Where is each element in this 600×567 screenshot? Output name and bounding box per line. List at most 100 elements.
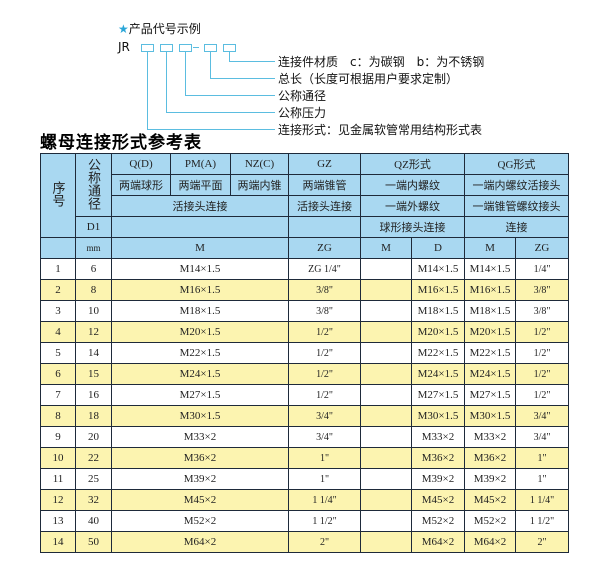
cell-qgzg: 3/8" bbox=[515, 279, 569, 301]
cell-qzm bbox=[360, 405, 412, 427]
header-gz: GZ bbox=[288, 153, 361, 175]
cell-zg: 1/2" bbox=[288, 342, 361, 364]
header-qg-desc2: 一端锥管螺纹接头 bbox=[464, 195, 569, 217]
leader-line bbox=[229, 52, 230, 61]
header-zg: ZG bbox=[288, 237, 361, 259]
cell-zg: 1/2" bbox=[288, 384, 361, 406]
header-qg-zg: ZG bbox=[515, 237, 569, 259]
cell-qzm bbox=[360, 342, 412, 364]
cell-qzm bbox=[360, 426, 412, 448]
cell-qgzg: 1/2" bbox=[515, 342, 569, 364]
header-qg-desc3: 连接 bbox=[464, 216, 569, 238]
cell-qgm: M33×2 bbox=[464, 426, 516, 448]
header-gz-union: 活接头连接 bbox=[288, 195, 361, 217]
cell-no: 2 bbox=[40, 279, 76, 301]
cell-m: M24×1.5 bbox=[111, 363, 289, 385]
cell-qzm bbox=[360, 363, 412, 385]
cell-d1: 8 bbox=[75, 279, 112, 301]
header-pm-desc: 两端平面 bbox=[170, 174, 231, 196]
cell-qzm bbox=[360, 384, 412, 406]
cell-qzm bbox=[360, 531, 412, 553]
cell-zg: 1/2" bbox=[288, 363, 361, 385]
cell-qgm: M14×1.5 bbox=[464, 258, 516, 280]
table-row: 3 10 M18×1.5 3/8" M18×1.5 M18×1.5 3/8" bbox=[40, 300, 569, 322]
cell-qgzg: 2" bbox=[515, 531, 569, 553]
cell-no: 7 bbox=[40, 384, 76, 406]
code-box bbox=[223, 44, 236, 52]
cell-qzm bbox=[360, 489, 412, 511]
table-row: 13 40 M52×2 1 1/2" M52×2 M52×2 1 1/2" bbox=[40, 510, 569, 532]
cell-no: 6 bbox=[40, 363, 76, 385]
cell-no: 12 bbox=[40, 489, 76, 511]
cell-qzd: M39×2 bbox=[411, 468, 465, 490]
label-connection: 连接形式：见金属软管常用结构形式表 bbox=[278, 123, 483, 137]
header-seq-label: 序号 bbox=[50, 181, 66, 207]
leader-line bbox=[147, 52, 148, 129]
header-q-desc: 两端球形 bbox=[111, 174, 171, 196]
cell-qgzg: 1" bbox=[515, 468, 569, 490]
cell-m: M64×2 bbox=[111, 531, 289, 553]
header-qz: QZ形式 bbox=[360, 153, 465, 175]
cell-qzm bbox=[360, 321, 412, 343]
cell-zg: 3/4" bbox=[288, 405, 361, 427]
leader-line bbox=[185, 52, 186, 95]
header-empty bbox=[111, 216, 289, 238]
header-empty bbox=[40, 237, 76, 259]
header-d1: D1 bbox=[75, 216, 112, 238]
table-row: 6 15 M24×1.5 1/2" M24×1.5 M24×1.5 1/2" bbox=[40, 363, 569, 385]
cell-d1: 20 bbox=[75, 426, 112, 448]
header-nz: NZ(C) bbox=[230, 153, 289, 175]
leader-line bbox=[185, 95, 275, 96]
header-qz-desc2: 一端外螺纹 bbox=[360, 195, 465, 217]
leader-line bbox=[210, 52, 211, 78]
cell-qzd: M30×1.5 bbox=[411, 405, 465, 427]
cell-d1: 32 bbox=[75, 489, 112, 511]
nut-connection-table: 序号 公称通径 Q(D) PM(A) NZ(C) GZ QZ形式 QG形式 两端球形 两端平… bbox=[40, 153, 569, 553]
cell-d1: 10 bbox=[75, 300, 112, 322]
cell-qzd: M33×2 bbox=[411, 426, 465, 448]
cell-zg: 1" bbox=[288, 447, 361, 469]
cell-qzd: M52×2 bbox=[411, 510, 465, 532]
cell-no: 11 bbox=[40, 468, 76, 490]
header-seq: 序号 bbox=[40, 153, 76, 238]
leader-line bbox=[229, 61, 275, 62]
cell-qgm: M27×1.5 bbox=[464, 384, 516, 406]
cell-qgm: M45×2 bbox=[464, 489, 516, 511]
header-m: M bbox=[111, 237, 289, 259]
table-row: 2 8 M16×1.5 3/8" M16×1.5 M16×1.5 3/8" bbox=[40, 279, 569, 301]
table-row: 12 32 M45×2 1 1/4" M45×2 M45×2 1 1/4" bbox=[40, 489, 569, 511]
cell-qzm bbox=[360, 258, 412, 280]
cell-no: 4 bbox=[40, 321, 76, 343]
cell-qzm bbox=[360, 468, 412, 490]
cell-d1: 16 bbox=[75, 384, 112, 406]
cell-qgm: M52×2 bbox=[464, 510, 516, 532]
code-box bbox=[160, 44, 173, 52]
cell-qzd: M27×1.5 bbox=[411, 384, 465, 406]
label-material: 连接件材质 c：为碳钢 b：为不锈钢 bbox=[278, 55, 485, 69]
cell-m: M20×1.5 bbox=[111, 321, 289, 343]
cell-qzd: M22×1.5 bbox=[411, 342, 465, 364]
cell-qzd: M64×2 bbox=[411, 531, 465, 553]
label-diameter: 公称通径 bbox=[278, 89, 327, 103]
cell-m: M22×1.5 bbox=[111, 342, 289, 364]
cell-qgzg: 1/4" bbox=[515, 258, 569, 280]
cell-qzm bbox=[360, 510, 412, 532]
header-unit: mm bbox=[75, 237, 112, 259]
cell-d1: 22 bbox=[75, 447, 112, 469]
table-row: 9 20 M33×2 3/4" M33×2 M33×2 3/4" bbox=[40, 426, 569, 448]
cell-qzd: M36×2 bbox=[411, 447, 465, 469]
table-row: 11 25 M39×2 1" M39×2 M39×2 1" bbox=[40, 468, 569, 490]
cell-qgzg: 3/8" bbox=[515, 300, 569, 322]
cell-d1: 25 bbox=[75, 468, 112, 490]
cell-qzd: M20×1.5 bbox=[411, 321, 465, 343]
cell-qgm: M20×1.5 bbox=[464, 321, 516, 343]
header-q: Q(D) bbox=[111, 153, 171, 175]
cell-d1: 14 bbox=[75, 342, 112, 364]
cell-d1: 18 bbox=[75, 405, 112, 427]
cell-zg: 1 1/2" bbox=[288, 510, 361, 532]
star-icon: ★ bbox=[118, 22, 129, 36]
cell-zg: 1" bbox=[288, 468, 361, 490]
header-qg: QG形式 bbox=[464, 153, 569, 175]
label-length: 总长（长度可根据用户要求定制） bbox=[278, 72, 459, 86]
cell-m: M52×2 bbox=[111, 510, 289, 532]
